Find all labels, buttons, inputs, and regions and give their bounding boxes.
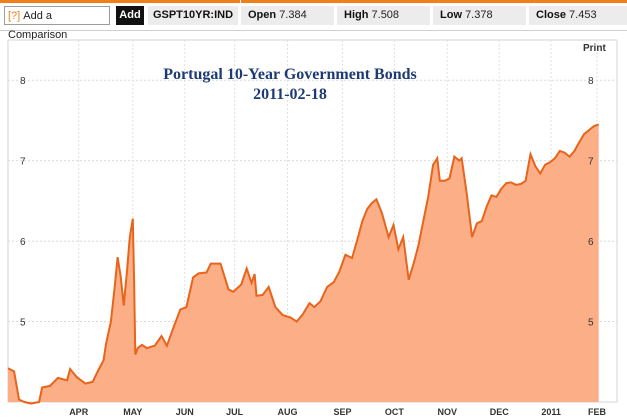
- low-value: 7.378: [465, 9, 493, 21]
- close-value: 7.453: [569, 9, 597, 21]
- x-tick-label: FEB: [588, 407, 607, 417]
- yield-area-fill: [8, 124, 599, 404]
- x-tick-label: JUL: [226, 407, 244, 417]
- help-icon[interactable]: [?]: [8, 10, 21, 22]
- close-stat: Close 7.453: [529, 6, 627, 25]
- open-value: 7.384: [279, 9, 307, 21]
- x-tick-label: NOV: [438, 407, 458, 417]
- y-tick-label-right: 5: [588, 318, 594, 329]
- x-tick-label: AUG: [278, 407, 298, 417]
- x-tick-label: OCT: [385, 407, 405, 417]
- y-tick-label-left: 5: [20, 318, 26, 329]
- open-stat: Open 7.384: [241, 6, 334, 25]
- x-tick-labels: APR MAY JUN JUL AUG SEP OCT NOV DEC 2011 FEB: [69, 407, 606, 417]
- y-tick-label-left: 7: [20, 157, 26, 168]
- y-tick-label-left: 8: [20, 76, 26, 87]
- x-tick-label: APR: [69, 407, 89, 417]
- x-tick-label: DEC: [490, 407, 510, 417]
- x-tick-label: MAY: [123, 407, 142, 417]
- chart-toolbar: [?] Add a Comparison Add GSPT10YR:IND Ope…: [0, 0, 627, 41]
- symbol-label: GSPT10YR:IND: [148, 6, 238, 25]
- high-value: 7.508: [371, 9, 400, 21]
- close-label: Close: [536, 9, 566, 21]
- y-tick-labels: 5 5 6 6 7 7 8 8: [20, 76, 594, 328]
- add-comparison-field[interactable]: [?] Add a Comparison: [4, 6, 110, 41]
- add-comparison-label: Add a Comparison: [8, 10, 68, 41]
- yield-line: [7, 123, 600, 405]
- chart-subtitle: 2011-02-18: [253, 86, 327, 103]
- open-label: Open: [248, 9, 277, 21]
- high-label: High: [344, 9, 369, 21]
- y-tick-label-right: 7: [588, 157, 594, 168]
- x-tick-label: SEP: [333, 407, 351, 417]
- low-label: Low: [440, 9, 462, 21]
- toolbar-accent-bar-right: [241, 0, 627, 3]
- y-tick-label-left: 6: [20, 237, 26, 248]
- add-button[interactable]: Add: [116, 6, 144, 25]
- x-tick-label: JUN: [176, 407, 194, 417]
- print-link[interactable]: Print: [583, 43, 606, 54]
- chart-title: Portugal 10-Year Government Bonds: [163, 66, 417, 83]
- low-stat: Low 7.378: [433, 6, 526, 25]
- y-tick-label-right: 8: [588, 76, 594, 87]
- toolbar-accent-bar: [0, 0, 240, 3]
- y-tick-label-right: 6: [588, 237, 594, 248]
- high-stat: High 7.508: [337, 6, 430, 25]
- x-tick-label: 2011: [541, 407, 561, 417]
